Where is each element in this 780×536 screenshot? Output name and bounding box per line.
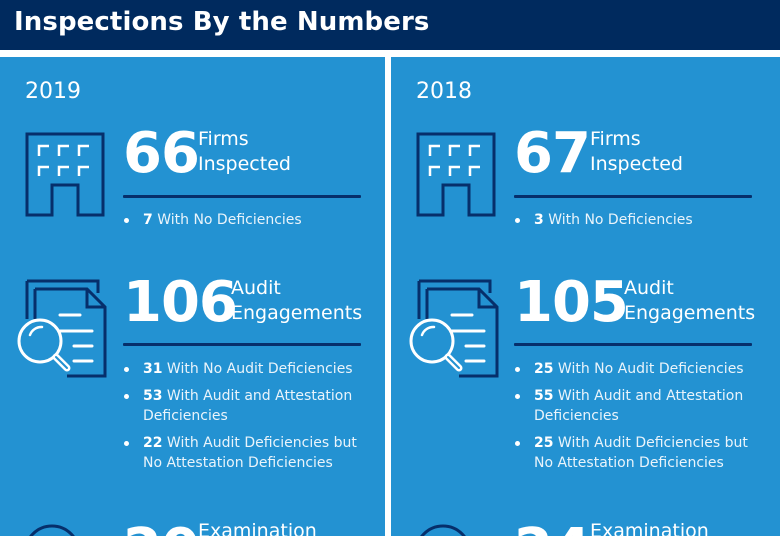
audits-label-line2: Engagements — [231, 302, 363, 324]
examinations-count: 24 — [514, 522, 591, 536]
firms-label-line1: Firms — [198, 128, 249, 150]
circle-icon — [420, 524, 466, 536]
year-label: 2018 — [416, 79, 472, 104]
examinations-count: 20 — [123, 522, 200, 536]
year-label: 2019 — [25, 79, 81, 104]
bullet-item: 3 With No Deficiencies — [514, 210, 764, 230]
bullet-item: 7 With No Deficiencies — [123, 210, 373, 230]
bullet-item: 55 With Audit and Attestation Deficienci… — [514, 386, 764, 426]
firms-bullets: 7 With No Deficiencies — [123, 210, 373, 237]
audits-label-line2: Engagements — [624, 302, 756, 324]
divider-rule — [514, 343, 752, 346]
page-header: Inspections By the Numbers — [0, 0, 780, 50]
document-search-icon — [409, 279, 499, 378]
bullet-item: 53 With Audit and Attestation Deficienci… — [123, 386, 373, 426]
page-title: Inspections By the Numbers — [14, 7, 430, 37]
divider-rule — [123, 343, 361, 346]
audits-label-line1: Audit — [624, 277, 674, 299]
firms-bullets: 3 With No Deficiencies — [514, 210, 764, 237]
audits-count: 106 — [123, 270, 238, 335]
examinations-label: Examination — [198, 520, 317, 536]
firms-label-line2: Inspected — [590, 153, 683, 175]
bullet-item: 25 With No Audit Deficiencies — [514, 359, 764, 379]
firms-label-line2: Inspected — [198, 153, 291, 175]
building-icon — [416, 132, 496, 217]
audits-count: 105 — [514, 270, 629, 335]
panel-2019: 2019 66 Firms Inspected 7 With No Defici… — [0, 57, 385, 536]
bullet-item: 22 With Audit Deficiencies but No Attest… — [123, 433, 373, 473]
audits-bullets: 31 With No Audit Deficiencies 53 With Au… — [123, 359, 373, 480]
document-search-icon — [17, 279, 107, 378]
firms-count: 66 — [123, 121, 200, 186]
firms-count: 67 — [514, 121, 591, 186]
examinations-label: Examination — [590, 520, 709, 536]
panel-2018: 2018 67 Firms Inspected 3 With No Defici… — [391, 57, 780, 536]
divider-rule — [123, 195, 361, 198]
audits-label-line1: Audit — [231, 277, 281, 299]
audits-bullets: 25 With No Audit Deficiencies 55 With Au… — [514, 359, 764, 480]
bullet-item: 25 With Audit Deficiencies but No Attest… — [514, 433, 764, 473]
building-icon — [25, 132, 105, 217]
firms-label-line1: Firms — [590, 128, 641, 150]
bullet-item: 31 With No Audit Deficiencies — [123, 359, 373, 379]
divider-rule — [514, 195, 752, 198]
circle-icon — [29, 524, 75, 536]
